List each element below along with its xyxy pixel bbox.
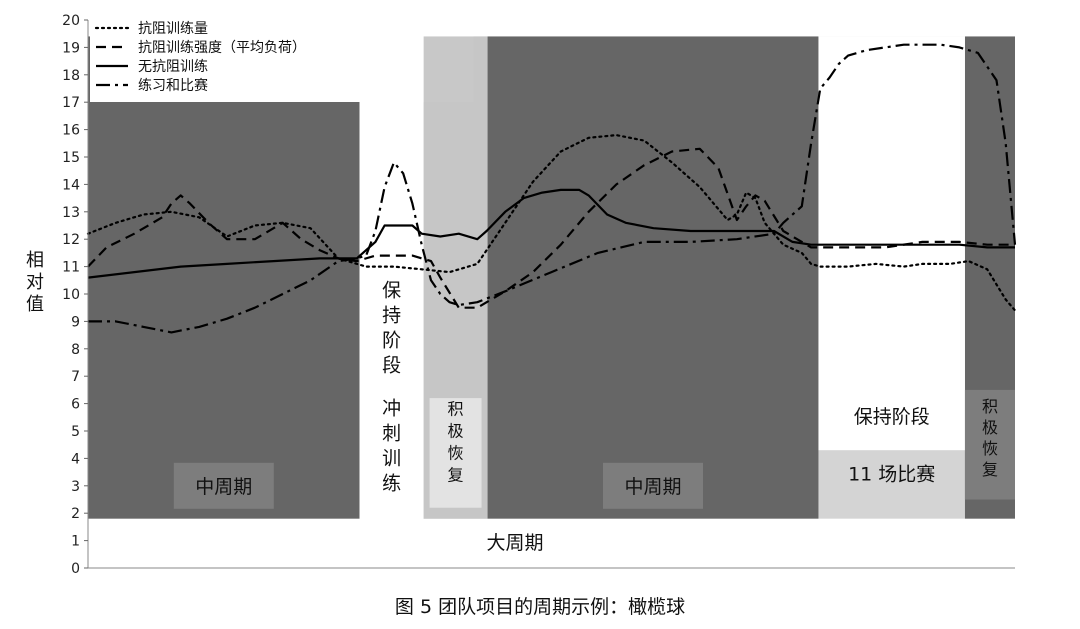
y-tick-label: 14 [62, 177, 80, 193]
phase-bands [88, 36, 1015, 519]
y-tick-label: 17 [62, 95, 80, 111]
y-tick-label: 6 [71, 397, 80, 413]
annotation-maintain-1: 保持阶段 [382, 280, 401, 377]
annotation-maintain-1-char: 持 [382, 305, 401, 327]
series-line-4 [88, 43, 1017, 334]
y-tick-label: 20 [62, 13, 80, 29]
y-tick-label: 19 [62, 40, 80, 56]
annotation-macrocycle: 大周期 [486, 532, 543, 554]
y-tick-label: 11 [62, 260, 80, 276]
figure-caption: 图 5 团队项目的周期示例：橄榄球 [394, 596, 686, 618]
y-tick-label: 7 [71, 369, 80, 385]
phase-label-sprint-char: 训 [382, 448, 401, 470]
phase-label-active1-char: 恢 [448, 444, 464, 463]
sprint-column [359, 36, 424, 519]
y-tick-label: 8 [71, 342, 80, 358]
phase-label-active2-char: 恢 [982, 439, 998, 458]
phase-label-sprint-char: 练 [382, 473, 401, 495]
games-upper-area [818, 36, 965, 451]
legend-label-2: 抗阻训练强度（平均负荷） [138, 40, 306, 56]
legend-label-3: 无抗阻训练 [138, 59, 208, 75]
legend-label-1: 抗阻训练量 [138, 21, 208, 37]
y-tick-label: 3 [71, 479, 80, 495]
phase-label-sprint-char: 刺 [382, 423, 401, 445]
phase-label-active2-char: 复 [982, 460, 998, 479]
series-line-1 [86, 134, 1017, 312]
phase-band-mid2 [487, 36, 819, 519]
annotation-maintain-1-char: 段 [382, 355, 401, 377]
phase-label-mid2-box [603, 462, 704, 509]
y-tick-label: 5 [71, 424, 80, 440]
phase-band-mid1 [88, 36, 360, 519]
y-tick-label: 10 [62, 287, 80, 303]
y-tick-label: 9 [71, 314, 80, 330]
y-tick-label: 18 [62, 68, 80, 84]
y-tick-label: 13 [62, 205, 80, 221]
phase-label-sprint-char: 冲 [382, 398, 401, 420]
y-tick-label: 12 [62, 232, 80, 248]
phase-label-active1-char: 极 [448, 422, 464, 441]
phase-label-active1-char: 复 [448, 466, 464, 485]
annotation-maintain-1-char: 保 [382, 280, 401, 302]
phase-label-active1-char: 积 [448, 400, 464, 419]
annotation-maintain-1-char: 阶 [382, 330, 401, 352]
y-tick-label: 4 [71, 451, 80, 467]
y-tick-label: 2 [71, 506, 80, 522]
phase-label-mid2: 中周期 [624, 476, 681, 498]
y-tick-label: 16 [62, 123, 80, 139]
annotation-maintain-2: 保持阶段 [854, 406, 930, 428]
phase-label-active2-char: 极 [982, 418, 998, 437]
phase-label-games: 11 场比赛 [848, 463, 935, 485]
series-line-2 [87, 147, 1015, 309]
active-recovery-top [473, 36, 488, 103]
series-lines [86, 43, 1017, 334]
active-recovery-2-box [964, 389, 1015, 500]
y-tick-label: 0 [71, 561, 80, 577]
phase-label-mid1: 中周期 [195, 476, 252, 498]
phase-label-active2-char: 积 [982, 397, 998, 416]
legend-box [90, 14, 360, 102]
y-tick-label: 15 [62, 150, 80, 166]
y-tick-label: 1 [71, 534, 80, 550]
legend-label-4: 练习和比赛 [138, 78, 208, 94]
phase-label-mid1-box [173, 462, 274, 509]
active-recovery-1-box [429, 398, 482, 508]
y-axis-label: 相对值 [26, 250, 44, 315]
